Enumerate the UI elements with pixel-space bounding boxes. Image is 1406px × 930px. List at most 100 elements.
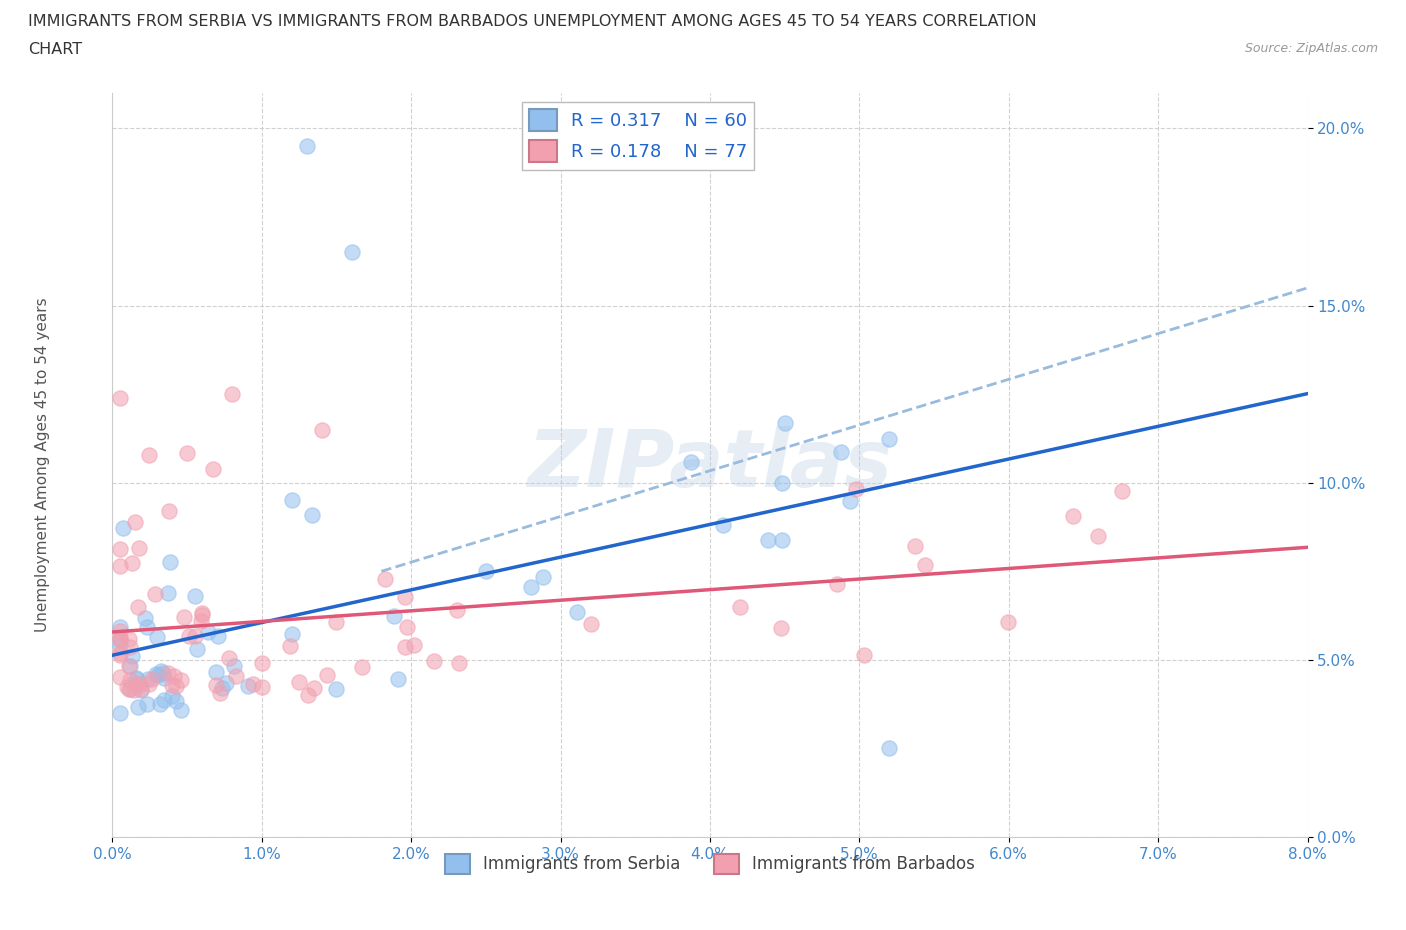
Point [350, 659, 373, 674]
Point [108, 670, 131, 684]
Point [134, 610, 156, 625]
Point [135, 697, 157, 711]
Point [108, 637, 131, 652]
Point [711, 517, 734, 532]
Point [387, 671, 409, 686]
Point [238, 679, 260, 694]
Point [124, 514, 146, 529]
Point [208, 685, 231, 700]
Point [520, 579, 543, 594]
Point [108, 706, 131, 721]
Point [201, 461, 224, 476]
Point [146, 668, 169, 683]
Point [108, 645, 131, 660]
Point [214, 676, 236, 691]
Point [395, 619, 418, 634]
Point [136, 619, 159, 634]
Point [125, 677, 148, 692]
Point [1062, 509, 1084, 524]
Point [121, 648, 143, 663]
Point [149, 663, 172, 678]
Point [340, 245, 363, 259]
Point [218, 651, 240, 666]
Point [149, 697, 172, 711]
Point [681, 454, 703, 469]
Point [141, 671, 163, 686]
Point [156, 585, 179, 600]
Point [475, 564, 498, 578]
Point [108, 558, 131, 573]
Point [125, 671, 148, 686]
Point [394, 590, 416, 604]
Point [904, 538, 927, 553]
Point [153, 693, 176, 708]
Y-axis label: Unemployment Among Ages 45 to 54 years: Unemployment Among Ages 45 to 54 years [35, 298, 51, 632]
Point [242, 676, 264, 691]
Point [165, 678, 187, 693]
Point [108, 631, 131, 645]
Point [190, 607, 212, 622]
Point [531, 569, 554, 584]
Point [728, 599, 751, 614]
Point [190, 614, 212, 629]
Point [394, 640, 416, 655]
Point [295, 139, 318, 153]
Point [118, 658, 141, 673]
Point [211, 681, 233, 696]
Point [877, 432, 900, 446]
Point [118, 631, 141, 646]
Point [325, 615, 347, 630]
Point [138, 676, 160, 691]
Point [145, 667, 167, 682]
Point [120, 640, 142, 655]
Point [173, 609, 195, 624]
Point [125, 671, 148, 685]
Point [758, 533, 780, 548]
Point [770, 533, 793, 548]
Point [108, 542, 131, 557]
Point [825, 576, 848, 591]
Point [205, 677, 228, 692]
Point [138, 447, 160, 462]
Point [207, 629, 229, 644]
Point [567, 604, 589, 619]
Point [770, 475, 793, 490]
Point [152, 666, 174, 681]
Point [115, 680, 138, 695]
Point [191, 605, 214, 620]
Point [156, 666, 179, 681]
Point [301, 507, 323, 522]
Point [121, 556, 143, 571]
Point [127, 699, 149, 714]
Point [877, 741, 901, 756]
Point [146, 630, 169, 644]
Point [281, 627, 304, 642]
Point [108, 631, 131, 646]
Point [845, 481, 868, 496]
Point [311, 422, 333, 437]
Point [112, 521, 135, 536]
Text: CHART: CHART [28, 42, 82, 57]
Point [153, 671, 176, 685]
Point [186, 642, 208, 657]
Point [225, 669, 247, 684]
Point [160, 688, 183, 703]
Point [1087, 528, 1109, 543]
Point [136, 671, 159, 686]
Point [118, 682, 141, 697]
Point [1111, 484, 1133, 498]
Point [382, 608, 405, 623]
Point [423, 653, 446, 668]
Point [197, 625, 219, 640]
Point [170, 702, 193, 717]
Point [252, 680, 274, 695]
Point [129, 683, 152, 698]
Point [997, 615, 1019, 630]
Point [224, 658, 246, 673]
Point [838, 494, 860, 509]
Point [280, 639, 302, 654]
Point [316, 668, 339, 683]
Point [129, 682, 152, 697]
Legend: Immigrants from Serbia, Immigrants from Barbados: Immigrants from Serbia, Immigrants from … [439, 847, 981, 881]
Text: Source: ZipAtlas.com: Source: ZipAtlas.com [1244, 42, 1378, 55]
